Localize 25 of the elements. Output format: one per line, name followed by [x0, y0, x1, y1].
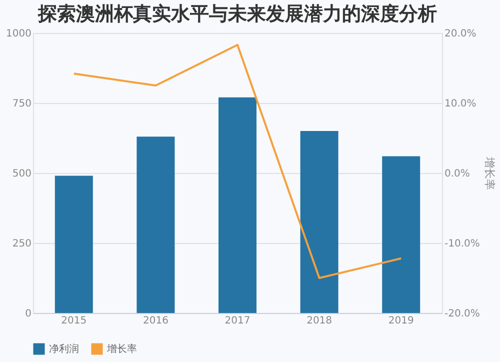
y-tick-label: 250 [12, 238, 32, 250]
chart-title: 探索澳洲杯真实水平与未来发展潜力的深度分析 [37, 3, 437, 25]
bar [218, 97, 256, 313]
y-tick-label: 1000 [6, 28, 32, 40]
x-tick-label: 2017 [224, 316, 250, 326]
line-series [72, 44, 402, 279]
y-tick-label: 0 [25, 308, 32, 320]
y2-tick-label: 0.0% [444, 168, 470, 180]
legend-label: 增长率 [106, 343, 137, 355]
y-tick-label: 750 [12, 98, 32, 110]
x-tick-label: 2016 [142, 316, 168, 326]
y2-tick-label: -10.0% [444, 238, 480, 250]
bar [300, 131, 338, 313]
y2-tick-label: 20.0% [444, 28, 476, 40]
legend-label: 净利润 [49, 343, 79, 355]
x-tick-label: 2019 [388, 316, 414, 326]
y2-axis-title: 增长率 [482, 156, 496, 190]
bar [136, 136, 175, 313]
x-tick-label: 2015 [61, 316, 87, 326]
x-tick-label: 2018 [306, 316, 332, 326]
y-tick-label: 500 [12, 168, 32, 180]
y2-tick-label: 10.0% [444, 98, 476, 110]
bar [54, 176, 93, 313]
bar [382, 156, 420, 313]
y2-tick-label: -20.0% [444, 308, 480, 320]
